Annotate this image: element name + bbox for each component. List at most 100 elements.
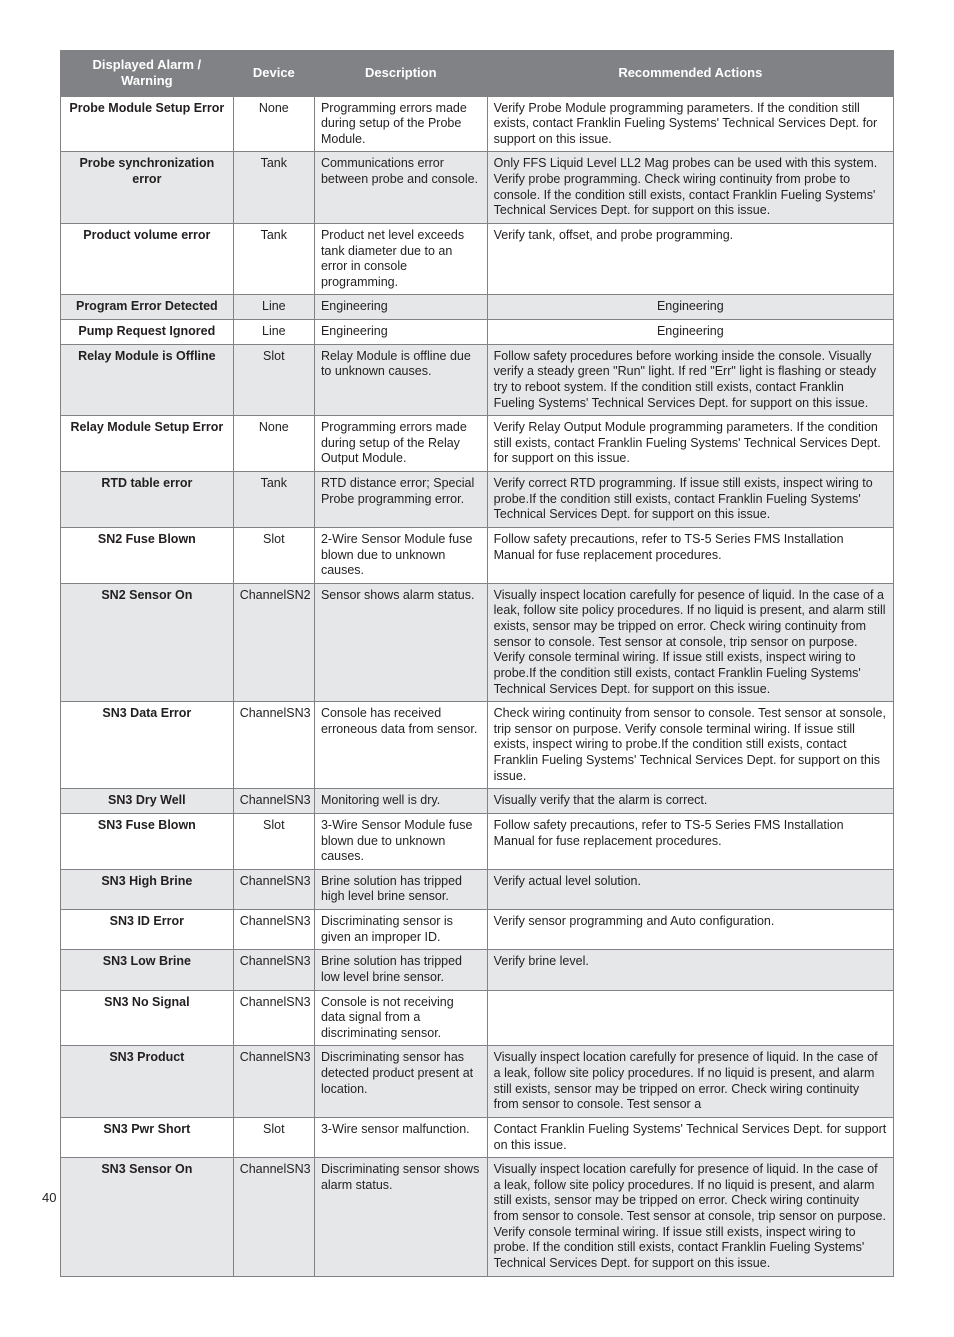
cell-device: Slot: [233, 813, 314, 869]
table-row: SN3 ID ErrorChannelSN3Discriminating sen…: [61, 910, 894, 950]
cell-device: Line: [233, 320, 314, 345]
cell-actions: Verify tank, offset, and probe programmi…: [487, 223, 893, 295]
cell-alarm: SN3 ID Error: [61, 910, 234, 950]
cell-device: ChannelSN3: [233, 910, 314, 950]
cell-actions: Verify Relay Output Module programming p…: [487, 416, 893, 472]
cell-description: Programming errors made during setup of …: [314, 416, 487, 472]
cell-device: ChannelSN3: [233, 789, 314, 814]
cell-alarm: Relay Module is Offline: [61, 344, 234, 416]
table-row: SN3 Dry WellChannelSN3Monitoring well is…: [61, 789, 894, 814]
th-device: Device: [233, 51, 314, 97]
cell-actions: Follow safety precautions, refer to TS-5…: [487, 527, 893, 583]
table-row: RTD table errorTankRTD distance error; S…: [61, 472, 894, 528]
cell-alarm: SN2 Fuse Blown: [61, 527, 234, 583]
cell-device: ChannelSN3: [233, 1158, 314, 1276]
cell-actions: Follow safety precautions, refer to TS-5…: [487, 813, 893, 869]
cell-device: Slot: [233, 1117, 314, 1157]
table-row: Relay Module Setup ErrorNoneProgramming …: [61, 416, 894, 472]
cell-device: ChannelSN3: [233, 702, 314, 789]
cell-device: Slot: [233, 527, 314, 583]
cell-description: Programming errors made during setup of …: [314, 96, 487, 152]
cell-description: Monitoring well is dry.: [314, 789, 487, 814]
cell-description: Product net level exceeds tank diameter …: [314, 223, 487, 295]
table-row: SN2 Fuse BlownSlot2-Wire Sensor Module f…: [61, 527, 894, 583]
cell-device: Tank: [233, 472, 314, 528]
page-number: 40: [42, 1190, 56, 1205]
cell-device: Slot: [233, 344, 314, 416]
cell-actions: Verify Probe Module programming paramete…: [487, 96, 893, 152]
table-header-row: Displayed Alarm / Warning Device Descrip…: [61, 51, 894, 97]
cell-description: Console has received erroneous data from…: [314, 702, 487, 789]
cell-actions: [487, 990, 893, 1046]
cell-description: Brine solution has tripped high level br…: [314, 869, 487, 909]
th-actions: Recommended Actions: [487, 51, 893, 97]
page-wrap: Displayed Alarm / Warning Device Descrip…: [0, 0, 954, 1235]
table-row: SN3 No SignalChannelSN3Console is not re…: [61, 990, 894, 1046]
cell-description: Engineering: [314, 295, 487, 320]
table-row: Probe Module Setup ErrorNoneProgramming …: [61, 96, 894, 152]
cell-device: ChannelSN3: [233, 869, 314, 909]
cell-actions: Visually inspect location carefully for …: [487, 1046, 893, 1118]
cell-device: None: [233, 416, 314, 472]
cell-actions: Verify brine level.: [487, 950, 893, 990]
cell-actions: Visually inspect location carefully for …: [487, 583, 893, 701]
table-row: SN3 Low BrineChannelSN3Brine solution ha…: [61, 950, 894, 990]
cell-device: Tank: [233, 152, 314, 224]
table-row: Pump Request IgnoredLineEngineeringEngin…: [61, 320, 894, 345]
cell-alarm: Relay Module Setup Error: [61, 416, 234, 472]
cell-actions: Contact Franklin Fueling Systems' Techni…: [487, 1117, 893, 1157]
cell-alarm: RTD table error: [61, 472, 234, 528]
cell-actions: Only FFS Liquid Level LL2 Mag probes can…: [487, 152, 893, 224]
page-content: Displayed Alarm / Warning Device Descrip…: [0, 0, 954, 1337]
th-desc: Description: [314, 51, 487, 97]
table-row: SN3 Data ErrorChannelSN3Console has rece…: [61, 702, 894, 789]
cell-actions: Verify actual level solution.: [487, 869, 893, 909]
cell-device: Line: [233, 295, 314, 320]
table-row: Probe synchronization errorTankCommunica…: [61, 152, 894, 224]
table-row: Product volume errorTankProduct net leve…: [61, 223, 894, 295]
table-row: SN3 ProductChannelSN3Discriminating sens…: [61, 1046, 894, 1118]
th-alarm: Displayed Alarm / Warning: [61, 51, 234, 97]
cell-description: Communications error between probe and c…: [314, 152, 487, 224]
cell-alarm: SN3 Data Error: [61, 702, 234, 789]
cell-alarm: Pump Request Ignored: [61, 320, 234, 345]
table-row: Program Error DetectedLineEngineeringEng…: [61, 295, 894, 320]
alarm-table: Displayed Alarm / Warning Device Descrip…: [60, 50, 894, 1277]
cell-description: Engineering: [314, 320, 487, 345]
cell-alarm: SN3 Product: [61, 1046, 234, 1118]
cell-alarm: SN3 High Brine: [61, 869, 234, 909]
cell-description: Discriminating sensor has detected produ…: [314, 1046, 487, 1118]
table-row: SN3 High BrineChannelSN3Brine solution h…: [61, 869, 894, 909]
cell-device: None: [233, 96, 314, 152]
cell-actions: Verify sensor programming and Auto confi…: [487, 910, 893, 950]
cell-actions: Engineering: [487, 295, 893, 320]
cell-alarm: SN3 Low Brine: [61, 950, 234, 990]
cell-description: 3-Wire sensor malfunction.: [314, 1117, 487, 1157]
cell-device: ChannelSN3: [233, 950, 314, 990]
cell-description: 3-Wire Sensor Module fuse blown due to u…: [314, 813, 487, 869]
cell-device: ChannelSN3: [233, 990, 314, 1046]
table-row: Relay Module is OfflineSlotRelay Module …: [61, 344, 894, 416]
cell-actions: Verify correct RTD programming. If issue…: [487, 472, 893, 528]
cell-alarm: SN3 No Signal: [61, 990, 234, 1046]
cell-alarm: SN3 Sensor On: [61, 1158, 234, 1276]
table-row: SN3 Fuse BlownSlot3-Wire Sensor Module f…: [61, 813, 894, 869]
cell-description: Relay Module is offline due to unknown c…: [314, 344, 487, 416]
cell-alarm: SN2 Sensor On: [61, 583, 234, 701]
cell-alarm: SN3 Fuse Blown: [61, 813, 234, 869]
cell-description: Discriminating sensor is given an improp…: [314, 910, 487, 950]
cell-description: Sensor shows alarm status.: [314, 583, 487, 701]
cell-actions: Visually inspect location carefully for …: [487, 1158, 893, 1276]
cell-alarm: SN3 Dry Well: [61, 789, 234, 814]
cell-alarm: Product volume error: [61, 223, 234, 295]
table-row: SN3 Sensor OnChannelSN3Discriminating se…: [61, 1158, 894, 1276]
cell-actions: Visually verify that the alarm is correc…: [487, 789, 893, 814]
cell-actions: Follow safety procedures before working …: [487, 344, 893, 416]
cell-device: ChannelSN2: [233, 583, 314, 701]
table-row: SN3 Pwr ShortSlot3-Wire sensor malfuncti…: [61, 1117, 894, 1157]
alarm-tbody: Probe Module Setup ErrorNoneProgramming …: [61, 96, 894, 1276]
cell-alarm: SN3 Pwr Short: [61, 1117, 234, 1157]
cell-actions: Check wiring continuity from sensor to c…: [487, 702, 893, 789]
cell-description: Brine solution has tripped low level bri…: [314, 950, 487, 990]
cell-description: Discriminating sensor shows alarm status…: [314, 1158, 487, 1276]
